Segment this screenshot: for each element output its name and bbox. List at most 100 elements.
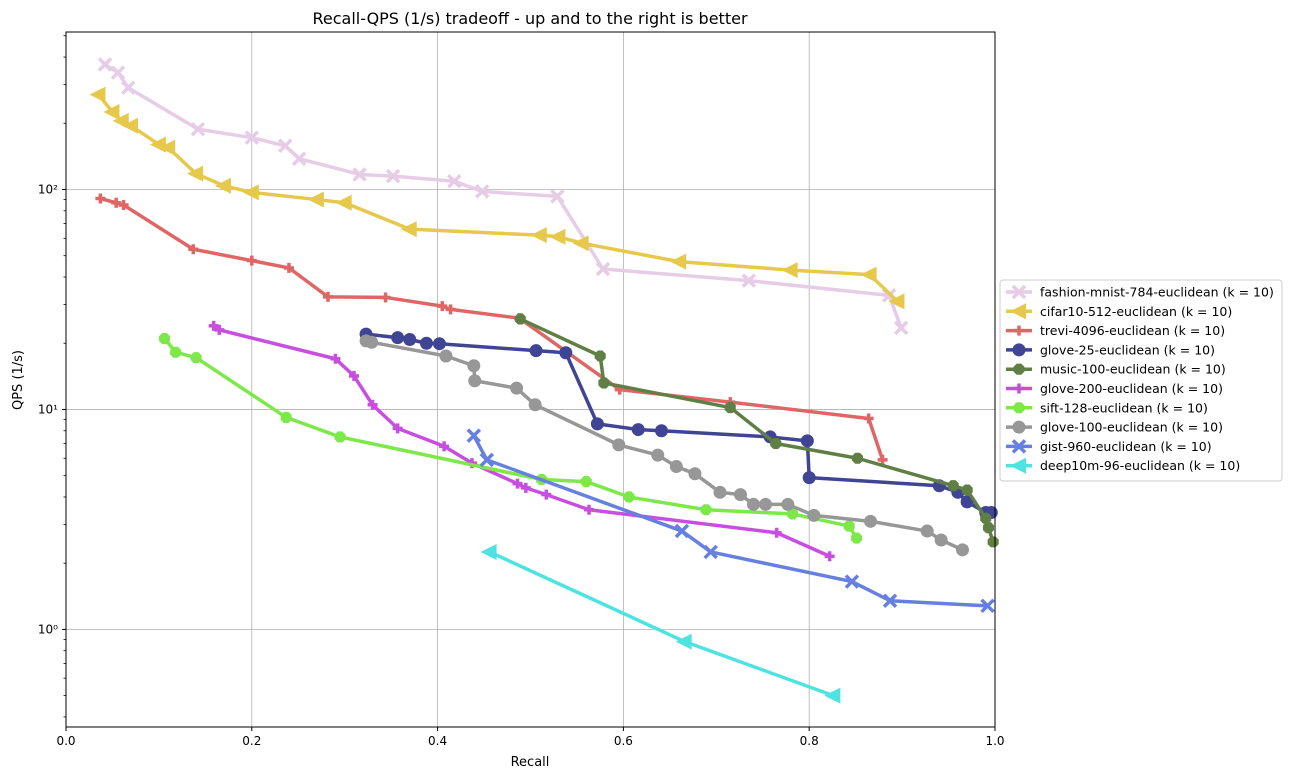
data-point	[291, 151, 307, 166]
legend-label: deep10m-96-euclidean (k = 10)	[1040, 458, 1240, 473]
x-tick-label: 1.0	[985, 734, 1004, 748]
data-point	[955, 543, 969, 557]
series-0	[97, 57, 909, 336]
data-point	[559, 346, 573, 360]
series-5	[208, 320, 835, 562]
legend-item: deep10m-96-euclidean (k = 10)	[1006, 457, 1240, 474]
data-point	[530, 227, 547, 244]
data-point	[322, 291, 333, 302]
series-8	[466, 428, 995, 614]
data-point	[860, 266, 877, 283]
data-point	[190, 121, 206, 137]
data-point	[479, 452, 495, 468]
legend-label: fashion-mnist-784-euclidean (k = 10)	[1040, 285, 1274, 300]
data-point	[110, 65, 126, 80]
data-point	[392, 423, 403, 434]
data-point	[400, 221, 417, 238]
data-point	[528, 398, 542, 412]
series-layer	[89, 57, 999, 704]
data-point	[980, 598, 995, 614]
legend-label: music-100-euclidean (k = 10)	[1040, 362, 1226, 377]
data-point	[348, 370, 359, 381]
data-point	[595, 261, 611, 277]
data-point	[330, 353, 341, 364]
data-point	[675, 633, 692, 650]
data-point	[514, 313, 526, 325]
data-point	[550, 189, 565, 204]
x-tick-label: 0.0	[56, 734, 75, 748]
data-point	[877, 454, 888, 465]
data-point	[334, 431, 346, 443]
data-point	[391, 331, 405, 345]
data-point	[439, 349, 453, 363]
data-point	[733, 488, 747, 502]
legend-label: gist-960-euclidean (k = 10)	[1040, 439, 1212, 454]
data-point	[466, 428, 482, 443]
data-point	[352, 167, 367, 182]
legend-item: sift-128-euclidean (k = 10)	[1006, 400, 1208, 415]
data-point	[651, 448, 665, 462]
data-point	[419, 336, 433, 350]
data-point	[1011, 439, 1027, 454]
data-point	[520, 482, 531, 493]
data-point	[403, 332, 417, 346]
data-point	[987, 536, 999, 548]
legend-item: gist-960-euclidean (k = 10)	[1006, 439, 1212, 454]
data-point	[1013, 363, 1025, 375]
data-point	[631, 423, 645, 437]
data-point	[864, 514, 878, 528]
data-point	[980, 512, 992, 524]
x-tick-label: 0.8	[800, 734, 819, 748]
x-tick-label: 0.2	[242, 734, 261, 748]
data-point	[1010, 303, 1026, 320]
data-point	[280, 411, 292, 423]
data-point	[437, 301, 448, 312]
data-point	[529, 344, 543, 358]
series-3	[359, 327, 998, 520]
data-point	[843, 520, 855, 532]
data-point	[380, 292, 391, 303]
data-point	[367, 399, 378, 410]
data-point	[623, 491, 635, 503]
data-point	[385, 168, 401, 184]
data-point	[467, 359, 481, 373]
data-point	[851, 532, 863, 544]
data-point	[1014, 383, 1024, 394]
data-point	[1012, 420, 1026, 434]
series-line	[104, 63, 903, 329]
data-point	[549, 228, 566, 245]
data-point	[190, 352, 202, 364]
data-point	[246, 255, 257, 266]
legend-label: trevi-4096-euclidean (k = 10)	[1040, 323, 1225, 338]
data-point	[960, 495, 974, 509]
data-point	[746, 497, 760, 511]
y-tick-label: 10¹	[38, 402, 58, 416]
data-point	[187, 165, 204, 182]
data-point	[674, 523, 690, 539]
gridlines	[66, 32, 995, 727]
legend-item: music-100-euclidean (k = 10)	[1006, 362, 1226, 377]
legend-item: trevi-4096-euclidean (k = 10)	[1006, 323, 1225, 338]
data-point	[654, 424, 668, 438]
data-point	[1014, 325, 1024, 336]
data-point	[703, 544, 718, 560]
x-tick-label: 0.4	[428, 734, 447, 748]
data-point	[89, 86, 106, 103]
data-point	[713, 485, 727, 499]
series-7	[359, 334, 969, 557]
data-point	[283, 262, 294, 273]
legend-label: sift-128-euclidean (k = 10)	[1040, 400, 1208, 415]
data-point	[802, 471, 816, 485]
data-point	[541, 489, 552, 500]
data-point	[771, 527, 782, 538]
data-point	[188, 244, 199, 255]
data-point	[474, 184, 490, 199]
data-point	[824, 687, 841, 704]
data-point	[824, 551, 835, 562]
series-1	[89, 86, 905, 310]
series-9	[480, 543, 841, 704]
data-point	[445, 304, 456, 315]
x-axis-label: Recall	[511, 755, 550, 770]
data-point	[594, 350, 606, 362]
